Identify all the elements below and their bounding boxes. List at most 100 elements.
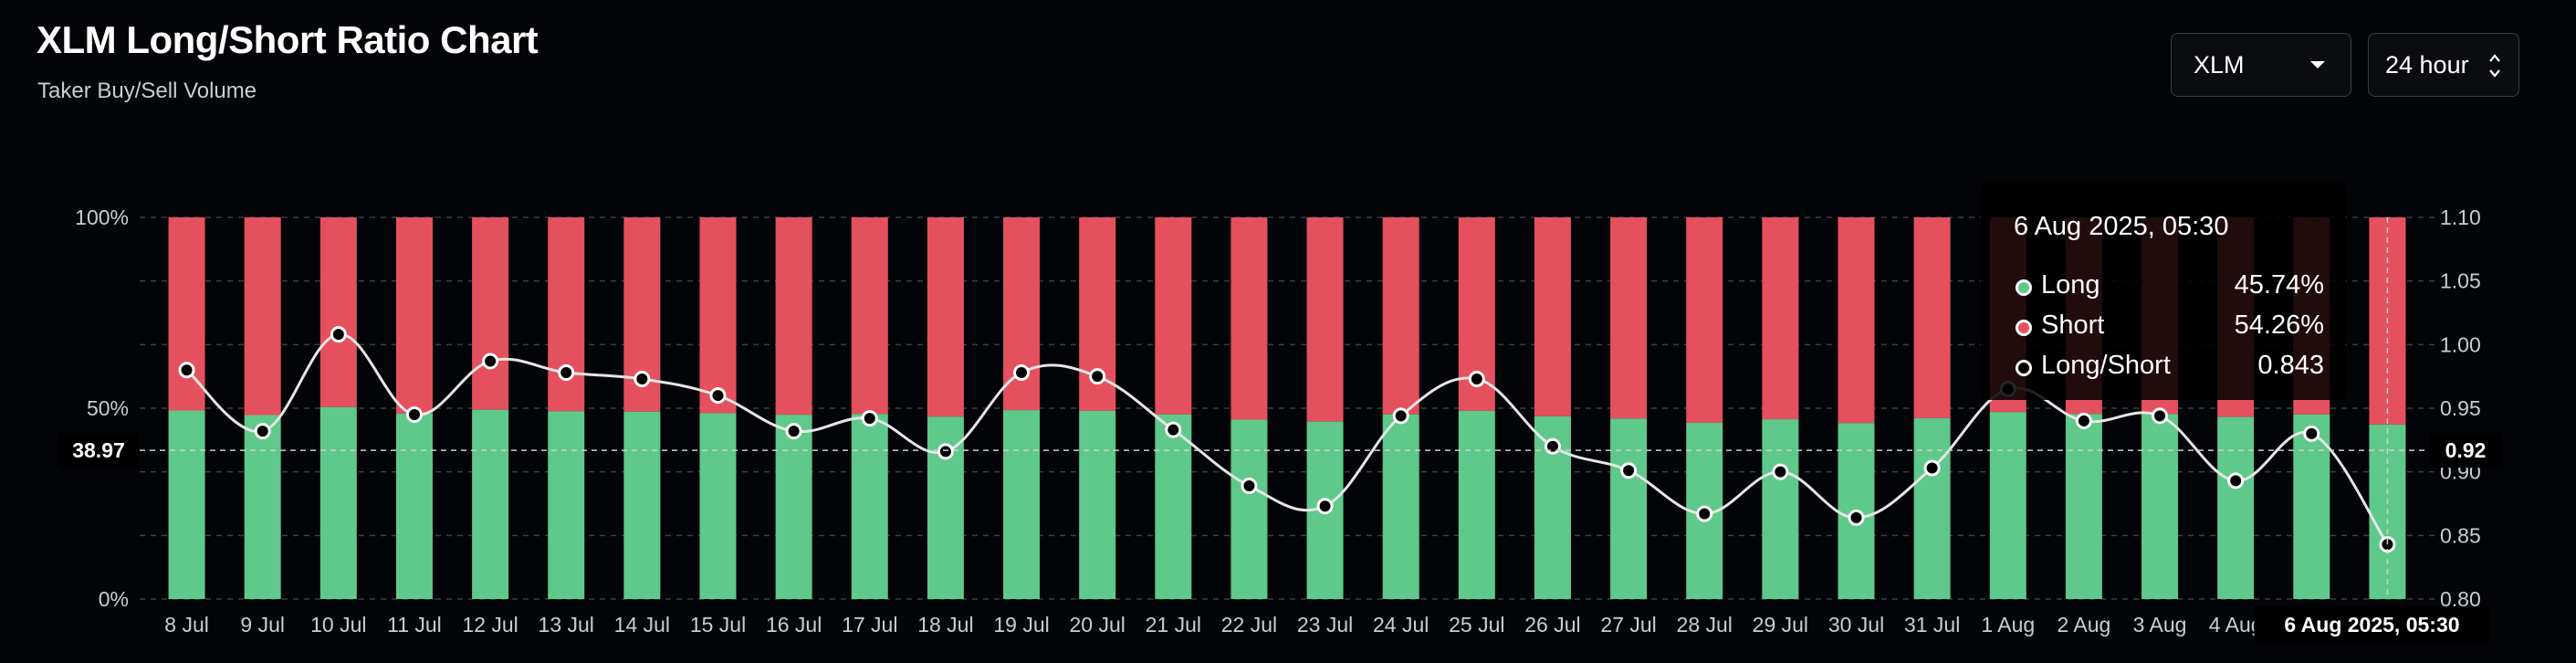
ratio-point[interactable] — [1013, 363, 1031, 381]
short-bar[interactable] — [1534, 217, 1571, 416]
short-bar[interactable] — [1230, 217, 1268, 420]
x-tick-label: 30 Jul — [1828, 613, 1884, 637]
updown-chevron-icon — [2489, 54, 2500, 78]
ratio-point[interactable] — [634, 370, 651, 387]
x-tick-label: 8 Jul — [164, 613, 209, 637]
long-bar[interactable] — [1382, 414, 1419, 599]
y-right-tick-label: 1.05 — [2440, 269, 2481, 293]
ratio-point[interactable] — [1241, 477, 1258, 494]
long-bar[interactable] — [775, 415, 812, 599]
long-bar[interactable] — [2293, 414, 2330, 599]
crosshair-right-label: 0.92 — [2445, 438, 2487, 462]
long-dot-icon — [2016, 279, 2032, 296]
long-bar[interactable] — [2217, 416, 2255, 599]
long-bar[interactable] — [1079, 410, 1116, 599]
short-bar[interactable] — [395, 217, 433, 414]
long-bar[interactable] — [1155, 414, 1192, 599]
x-tick-label: 23 Jul — [1297, 613, 1353, 637]
coin-select[interactable]: XLM — [2171, 33, 2351, 97]
x-tick-label: 15 Jul — [690, 613, 746, 637]
y-left-tick-label: 50% — [87, 396, 129, 420]
long-bar[interactable] — [548, 411, 585, 599]
short-bar[interactable] — [1913, 217, 1951, 418]
long-bar[interactable] — [699, 413, 737, 599]
ratio-point[interactable] — [330, 326, 347, 343]
tooltip-ratio-label: Long/Short — [2041, 351, 2171, 380]
ratio-point[interactable] — [2152, 407, 2169, 425]
ratio-point[interactable] — [1316, 498, 1334, 515]
x-tick-label: 16 Jul — [766, 613, 822, 637]
x-tick-label: 4 Aug — [2209, 613, 2263, 637]
short-bar[interactable] — [699, 217, 737, 414]
ratio-point[interactable] — [861, 410, 878, 427]
x-tick-label: 27 Jul — [1600, 613, 1656, 637]
ratio-point[interactable] — [1848, 509, 1865, 526]
long-bar[interactable] — [319, 406, 357, 599]
period-select[interactable]: 24 hour — [2368, 33, 2519, 97]
short-bar[interactable] — [1382, 217, 1419, 415]
short-bar[interactable] — [1610, 217, 1648, 419]
tooltip-long-value: 45.74% — [2234, 270, 2324, 300]
ratio-point[interactable] — [2227, 472, 2245, 489]
ratio-point[interactable] — [1392, 407, 1409, 425]
long-bar[interactable] — [1989, 412, 2026, 599]
short-bar[interactable] — [168, 217, 205, 411]
x-tick-label: 21 Jul — [1146, 613, 1201, 637]
chart-tooltip: 6 Aug 2025, 05:30 Long 45.74% Short 54.2… — [1981, 183, 2346, 400]
tooltip-ratio-value: 0.843 — [2257, 351, 2324, 380]
long-bar[interactable] — [851, 414, 888, 599]
crosshair-x-label-bg — [2254, 606, 2490, 643]
short-bar[interactable] — [1155, 217, 1192, 415]
x-tick-label: 29 Jul — [1753, 613, 1808, 637]
long-bar[interactable] — [1913, 417, 1951, 599]
ratio-point[interactable] — [1089, 368, 1106, 385]
long-bar[interactable] — [1003, 410, 1041, 599]
ratio-point[interactable] — [709, 387, 727, 405]
ratio-point[interactable] — [785, 423, 802, 440]
x-tick-label: 10 Jul — [310, 613, 366, 637]
ratio-point[interactable] — [1468, 370, 1485, 387]
long-bar[interactable] — [472, 409, 509, 599]
long-bar[interactable] — [244, 415, 281, 599]
short-bar[interactable] — [548, 217, 585, 412]
ratio-point[interactable] — [405, 405, 423, 423]
ratio-point[interactable] — [1772, 463, 1789, 480]
short-bar[interactable] — [244, 217, 281, 416]
short-bar[interactable] — [851, 217, 888, 415]
ratio-point[interactable] — [1544, 437, 1561, 455]
long-bar[interactable] — [1610, 418, 1648, 599]
long-bar[interactable] — [1762, 419, 1799, 599]
ratio-point[interactable] — [937, 443, 954, 460]
ratio-point[interactable] — [178, 362, 195, 379]
long-bar[interactable] — [1230, 419, 1268, 599]
y-left-tick-label: 0% — [99, 587, 129, 611]
long-bar[interactable] — [2065, 414, 2102, 599]
long-bar[interactable] — [623, 411, 661, 599]
long-bar[interactable] — [168, 410, 205, 599]
short-bar[interactable] — [472, 217, 509, 410]
short-bar[interactable] — [1306, 217, 1344, 422]
short-bar[interactable] — [927, 217, 964, 417]
x-tick-label: 2 Aug — [2057, 613, 2110, 637]
ratio-point[interactable] — [482, 353, 499, 370]
long-bar[interactable] — [395, 413, 433, 599]
ratio-point[interactable] — [2303, 425, 2320, 442]
ratio-point[interactable] — [254, 423, 271, 440]
short-bar[interactable] — [1838, 217, 1875, 424]
ratio-point[interactable] — [1620, 462, 1638, 479]
ratio-point[interactable] — [2075, 412, 2092, 429]
tooltip-short-value: 54.26% — [2234, 310, 2324, 340]
short-bar[interactable] — [1762, 217, 1799, 420]
y-left-tick-label: 100% — [75, 205, 129, 229]
ratio-point[interactable] — [1696, 505, 1713, 522]
long-bar[interactable] — [2141, 414, 2179, 599]
ratio-point[interactable] — [1923, 459, 1941, 477]
short-bar[interactable] — [775, 217, 812, 416]
long-bar[interactable] — [1458, 410, 1495, 599]
ratio-point[interactable] — [1165, 421, 1182, 438]
short-bar[interactable] — [1686, 217, 1723, 423]
page-subtitle: Taker Buy/Sell Volume — [37, 79, 257, 103]
ratio-point[interactable] — [558, 363, 575, 381]
short-bar[interactable] — [319, 217, 357, 407]
